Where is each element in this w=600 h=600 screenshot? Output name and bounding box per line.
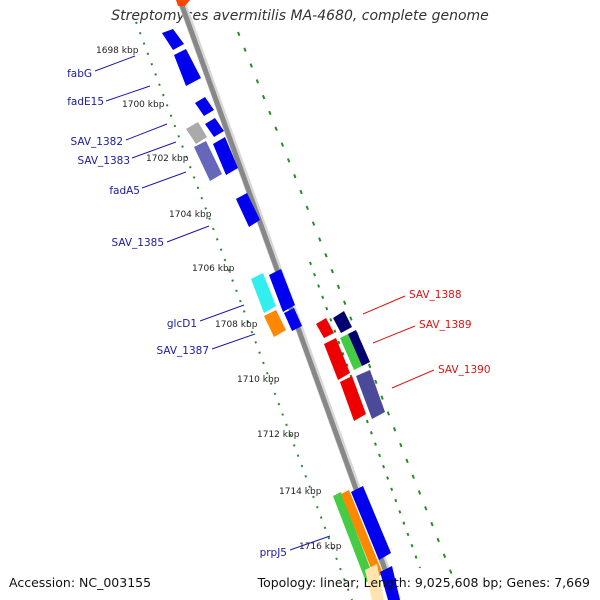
- tick-label: 1700 kbp: [122, 100, 165, 110]
- tick-label: 1708 kbp: [215, 320, 258, 330]
- gene-arrow[interactable]: [213, 137, 238, 175]
- gene-arrow[interactable]: [162, 29, 184, 50]
- reverse-genes: [316, 311, 385, 421]
- gene-label-fade15[interactable]: fadE15: [67, 96, 104, 108]
- tick-label: 1714 kbp: [279, 487, 322, 497]
- gene-arrow[interactable]: [316, 318, 334, 338]
- gene-arrow[interactable]: [284, 308, 302, 331]
- accession-text: Accession: NC_003155: [9, 575, 152, 590]
- gene-label-fabg[interactable]: fabG: [67, 68, 92, 80]
- right-label-leaders: [362, 295, 435, 389]
- gene-label-prpj5[interactable]: prpJ5: [260, 547, 287, 559]
- gene-arrow[interactable]: [348, 330, 370, 366]
- gene-label-sav1389[interactable]: SAV_1389: [419, 319, 472, 331]
- gene-arrow[interactable]: [174, 49, 201, 86]
- forward-genes: [162, 0, 400, 600]
- gene-label-sav1385[interactable]: SAV_1385: [111, 237, 164, 249]
- gene-arrow[interactable]: [380, 566, 400, 600]
- gene-arrow[interactable]: [340, 376, 366, 421]
- gene-arrow[interactable]: [194, 141, 222, 181]
- gene-label-sav1387[interactable]: SAV_1387: [156, 345, 209, 357]
- gene-label-sav1388[interactable]: SAV_1388: [409, 289, 462, 301]
- gene-arrow[interactable]: [333, 311, 352, 333]
- tick-label: 1698 kbp: [96, 46, 139, 56]
- gene-arrow[interactable]: [205, 118, 224, 137]
- genome-summary-text: Topology: linear; Length: 9,025,608 bp; …: [257, 575, 590, 590]
- tick-label: 1706 kbp: [192, 264, 235, 274]
- gene-arrow[interactable]: [264, 310, 286, 337]
- kbp-ticks: 1698 kbp 1700 kbp 1702 kbp 1704 kbp 1706…: [96, 46, 342, 552]
- gene-arrow[interactable]: [351, 486, 391, 560]
- gene-arrow[interactable]: [341, 490, 383, 578]
- left-gene-labels: fabG fadE15 SAV_1382 SAV_1383 fadA5 SAV_…: [67, 68, 287, 559]
- gene-arrow[interactable]: [356, 370, 385, 419]
- genome-title: Streptomyces avermitilis MA-4680, comple…: [111, 8, 489, 24]
- tick-label: 1710 kbp: [237, 375, 280, 385]
- left-tick-guide: [135, 21, 353, 600]
- gene-label-glcd1[interactable]: glcD1: [167, 318, 197, 330]
- tick-label: 1702 kbp: [146, 154, 189, 164]
- gene-arrow[interactable]: [269, 269, 295, 312]
- gene-arrow[interactable]: [365, 564, 384, 600]
- gene-arrow[interactable]: [186, 122, 207, 144]
- tick-label: 1712 kbp: [257, 430, 300, 440]
- gene-label-sav1382[interactable]: SAV_1382: [70, 136, 123, 148]
- right-gene-labels: SAV_1388 SAV_1389 SAV_1390: [409, 289, 491, 376]
- gene-arrow[interactable]: [251, 273, 276, 313]
- left-label-leaders: [94, 55, 331, 551]
- gene-arrow[interactable]: [340, 334, 362, 370]
- gene-label-fada5[interactable]: fadA5: [109, 185, 140, 197]
- gene-arrow[interactable]: [324, 338, 350, 380]
- gene-label-sav1383[interactable]: SAV_1383: [77, 155, 130, 167]
- gene-arrow[interactable]: [176, 0, 190, 6]
- gene-arrow[interactable]: [236, 193, 260, 227]
- gene-arrow[interactable]: [333, 492, 374, 582]
- gene-arrow[interactable]: [195, 97, 214, 116]
- tick-label: 1704 kbp: [169, 210, 212, 220]
- gene-label-sav1390[interactable]: SAV_1390: [438, 364, 491, 376]
- tick-label: 1716 kbp: [299, 542, 342, 552]
